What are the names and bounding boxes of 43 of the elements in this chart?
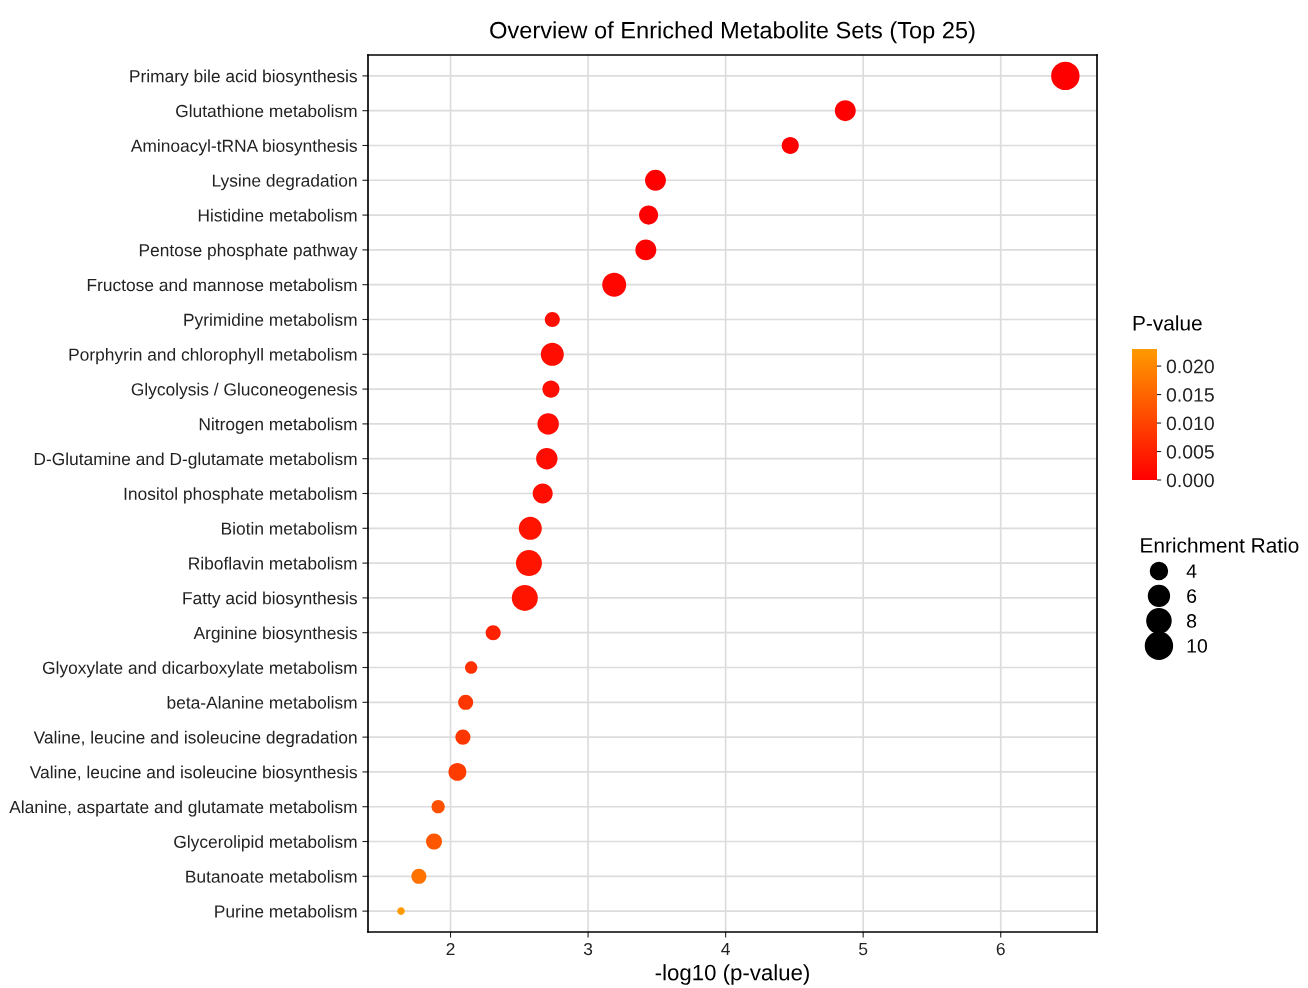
x-tick-label: 4 [721, 943, 730, 955]
y-tick-label: Alanine, aspartate and glutamate metabolism [9, 800, 357, 817]
y-tick-label: Pentose phosphate pathway [139, 243, 358, 260]
y-tick-label: Butanoate metabolism [186, 870, 357, 883]
y-tick-label: Pyrimidine metabolism [184, 313, 357, 330]
y-tick-label: Glycerolipid metabolism [174, 835, 357, 852]
color-bar-label: 0.020 [1166, 359, 1214, 374]
y-tick-label: Primary bile acid biosynthesis [130, 69, 357, 86]
color-bar-title: P-value [1133, 315, 1202, 331]
color-bar-label: 0.000 [1166, 473, 1214, 488]
legend-label: 6 [1187, 589, 1197, 603]
legend-label: 4 [1186, 564, 1197, 578]
legend-label: 8 [1187, 614, 1197, 628]
color-bar-label: 0.015 [1166, 388, 1214, 402]
y-tick-label: Glycolysis / Gluconeogenesis [131, 382, 357, 399]
x-tick-label: 6 [996, 942, 1005, 956]
y-tick-label: Fatty acid biosynthesis [183, 591, 357, 608]
y-tick-label: D-Glutamine and D-glutamate metabolism [34, 452, 357, 469]
y-tick-label: Histidine metabolism [198, 208, 357, 222]
y-tick-label: Glutathione metabolism [176, 104, 357, 118]
color-bar-label: 0.005 [1166, 444, 1214, 459]
y-tick-label: Lysine degradation [212, 174, 357, 191]
x-tick-label: 3 [583, 942, 593, 956]
y-tick-label: Valine, leucine and isoleucine biosynthesis [29, 765, 357, 782]
x-tick-label: 5 [859, 943, 868, 956]
y-tick-label: Arginine biosynthesis [193, 626, 357, 643]
y-tick-label: Riboflavin metabolism [189, 556, 357, 570]
y-tick-label: Purine metabolism [215, 904, 357, 918]
y-tick-label: beta-Alanine metabolism [167, 696, 357, 709]
y-tick-label: Aminoacyl-tRNA biosynthesis [130, 139, 357, 156]
x-tick-label: 2 [446, 942, 455, 955]
y-tick-label: Valine, leucine and isoleucine degradation [33, 730, 357, 747]
y-tick-label: Fructose and mannose metabolism [87, 278, 357, 292]
y-tick-label: Nitrogen metabolism [199, 417, 357, 434]
y-tick-label: Inositol phosphate metabolism [124, 487, 357, 504]
legend-label: 10 [1187, 639, 1208, 653]
color-bar-label: 0.010 [1166, 416, 1214, 431]
y-tick-label: Biotin metabolism [222, 522, 357, 535]
chart-title: Overview of Enriched Metabolite Sets (Top 25) [490, 21, 975, 44]
y-tick-label: Glyoxylate and dicarboxylate metabolism [42, 661, 357, 678]
x-axis-title: -log10 (p-value) [655, 964, 809, 985]
legend-title: Enrichment Ratio [1141, 537, 1299, 553]
y-tick-label: Porphyrin and chlorophyll metabolism [69, 348, 357, 365]
